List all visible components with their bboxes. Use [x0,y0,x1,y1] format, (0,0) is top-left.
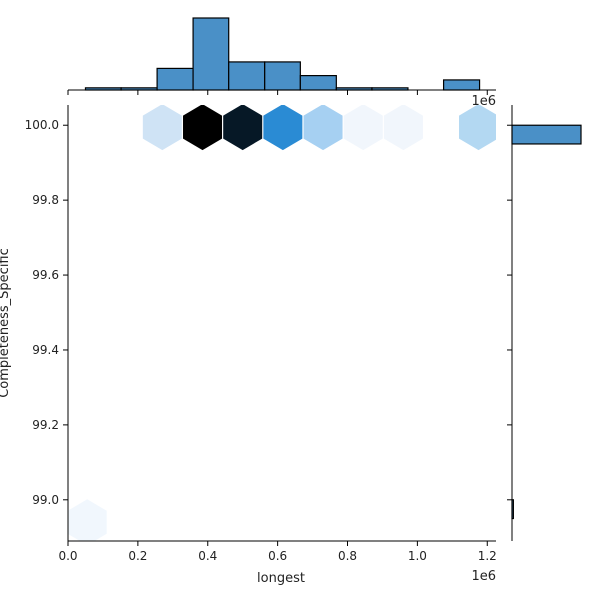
hexbin-7 [383,105,423,151]
x-tick-label-5: 1.0 [408,549,427,563]
x-tick-label-0: 0.0 [58,549,77,563]
top-hist-bar-5 [264,61,301,91]
hexbin-0 [68,499,107,541]
hexbin-layer [68,105,496,541]
x-axis-label: longest [257,571,305,586]
top-hist-bar-6 [299,74,337,91]
x-tick-label-2: 0.4 [198,549,217,563]
x-tick-label-3: 0.6 [268,549,287,563]
y-axis-label: Completeness_Specific [0,248,12,398]
y-tick-label-3: 99.6 [32,268,59,282]
hexbin-1 [142,105,182,151]
top-histogram-bars [84,17,481,91]
y-tick-label-2: 99.4 [32,343,59,357]
top-hist-bar-10 [442,79,481,91]
right-histogram-bars [511,124,582,520]
hexbin-3 [223,105,263,151]
x-tick-label-6: 1.2 [478,549,497,563]
axes-layer: 0.0 0.2 0.4 0.6 0.8 1.0 1.2 99.0 99.2 99.4 99.6 99.… [25,89,513,563]
hexbin-4 [263,105,303,151]
x-tick-label-1: 0.2 [128,549,147,563]
right-hist-bar-0 [511,124,582,145]
y-tick-label-4: 99.8 [32,193,59,207]
hexbin-5 [303,105,343,151]
top-hist-bar-3 [192,17,230,91]
top-hist-bar-2 [156,67,194,91]
hexbin-2 [183,105,223,151]
top-offset-label: 1e6 [471,94,496,109]
hexbin-8 [459,105,496,151]
hexbin-6 [343,105,383,151]
x-offset-label: 1e6 [471,569,496,584]
top-hist-bar-4 [228,61,266,91]
x-tick-label-4: 0.8 [338,549,357,563]
y-tick-label-1: 99.2 [32,418,59,432]
y-tick-label-5: 100.0 [25,118,59,132]
y-tick-label-0: 99.0 [32,493,59,507]
